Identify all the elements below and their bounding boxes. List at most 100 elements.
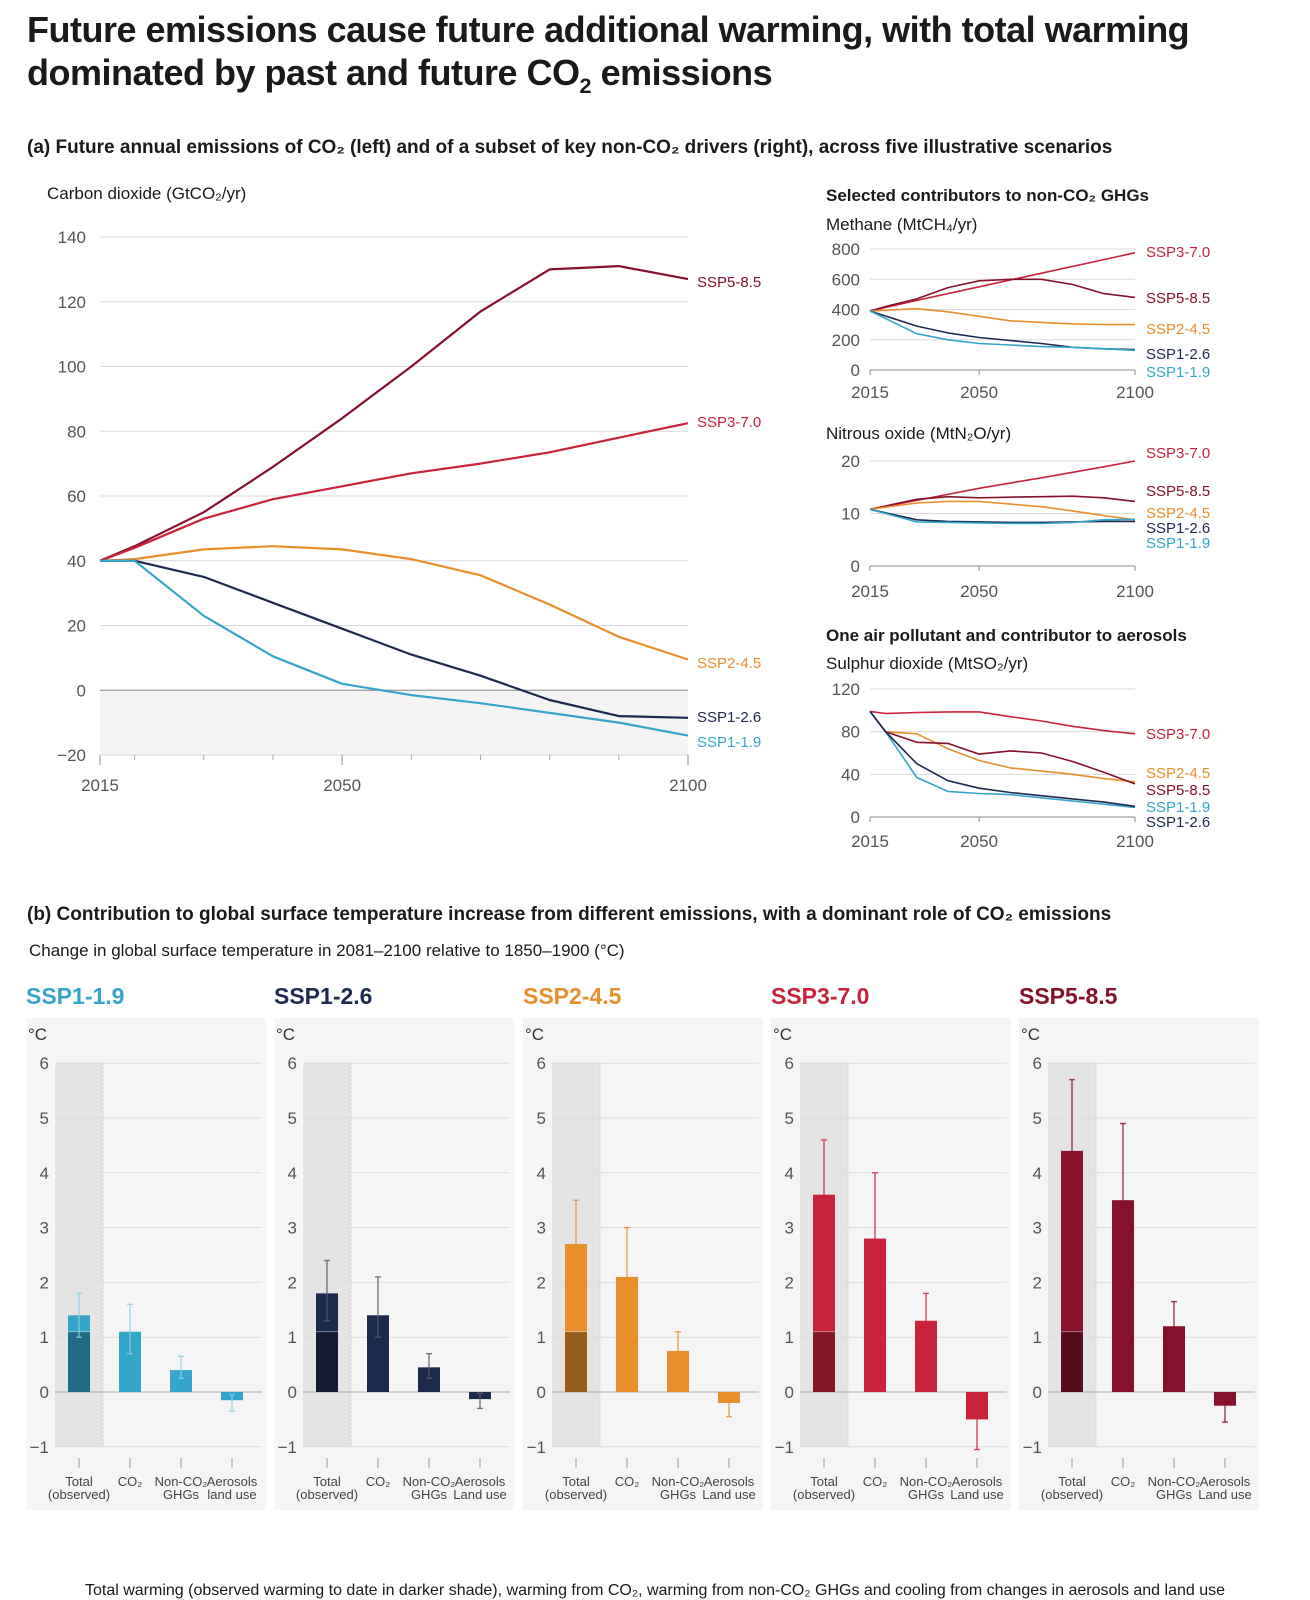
bar-co2 [119, 1331, 141, 1392]
co2-y-tick-label: 120 [58, 293, 86, 312]
unit-label: °C [276, 1025, 295, 1044]
category-label-line2: land use [207, 1487, 256, 1502]
category-label-line2: GHGs [660, 1487, 697, 1502]
n2o-label-SSP1-2.6: SSP1-2.6 [1146, 520, 1210, 537]
y-tick-label: 4 [288, 1164, 297, 1183]
methane-y-tick-label: 200 [832, 331, 860, 350]
methane-chart-group: 800 600 400 200 0 2015 2050 2100 SSP3-7.0 SSP5-8.… [832, 240, 1211, 402]
so2-line-SSP1-2.6 [869, 710, 1136, 808]
y-tick-label: 6 [40, 1054, 49, 1073]
y-tick-label: 0 [785, 1383, 794, 1402]
y-tick-label: 3 [785, 1219, 794, 1238]
bar-observed-shade [813, 1331, 835, 1392]
category-label-line2: (observed) [48, 1487, 110, 1502]
co2-y-tick-label: 20 [67, 617, 86, 636]
methane-label-SSP1-1.9: SSP1-1.9 [1146, 364, 1210, 381]
so2-line-SSP1-1.9 [869, 710, 1136, 809]
y-tick-label: 5 [785, 1109, 794, 1128]
co2-label-SSP5-8.5: SSP5-8.5 [697, 274, 761, 291]
category-label-line2: (observed) [1041, 1487, 1103, 1502]
bar-non-co2 [667, 1350, 689, 1392]
y-tick-label: −1 [527, 1438, 546, 1457]
so2-label: Sulphur dioxide (MtSO₂/yr) [826, 654, 1029, 673]
category-label-line2: (observed) [296, 1487, 358, 1502]
methane-x-tick-label: 2050 [960, 383, 998, 402]
category-label: CO₂ [118, 1474, 143, 1489]
co2-chart-group: 140 120 100 80 60 40 20 0 −20 2015 2050 2100 SSP5-8.… [57, 228, 761, 795]
y-tick-label: 2 [785, 1273, 794, 1292]
unit-label: °C [28, 1025, 47, 1044]
co2-x-tick-label: 2015 [81, 776, 119, 795]
co2-y-tick-label: 40 [67, 552, 86, 571]
panel-b-subheading: Change in global surface temperature in … [29, 941, 625, 960]
co2-y-tick-label: −20 [57, 746, 86, 765]
n2o-chart-group: 20 10 0 2015 2050 2100 SSP3-7.0 SSP5-8.5 SSP2-4.… [841, 445, 1210, 601]
category-label: Total [313, 1474, 341, 1489]
category-label-line2: Land use [702, 1487, 756, 1502]
y-tick-label: −1 [1023, 1438, 1042, 1457]
y-tick-label: 3 [288, 1219, 297, 1238]
warming-panel-SSP2-4.5: SSP2-4.5 °C 6 5 4 3 2 1 0 −1 Total(observed) CO₂ Non… [523, 983, 763, 1510]
category-label-line2: Land use [1198, 1487, 1252, 1502]
y-tick-label: 4 [537, 1164, 546, 1183]
bar-non-co2 [170, 1370, 192, 1392]
y-tick-label: 3 [40, 1219, 49, 1238]
category-label-line2: Land use [950, 1487, 1004, 1502]
category-label-line2: GHGs [908, 1487, 945, 1502]
co2-y-tick-label: 80 [67, 422, 86, 441]
co2-x-tick-label: 2100 [669, 776, 707, 795]
scenario-title-SSP1-2.6: SSP1-2.6 [274, 983, 372, 1009]
so2-y-tick-label: 0 [851, 808, 860, 827]
so2-x-tick-label: 2050 [960, 832, 998, 851]
category-label: Aerosols [207, 1474, 258, 1489]
bar-observed-shade [1061, 1331, 1083, 1392]
n2o-line-SSP3-7.0 [869, 460, 1136, 511]
co2-line-SSP1-1.9 [100, 559, 689, 737]
n2o-line-SSP1-1.9 [869, 508, 1136, 525]
so2-label-SSP2-4.5: SSP2-4.5 [1146, 765, 1210, 782]
n2o-label: Nitrous oxide (MtN₂O/yr) [826, 424, 1012, 443]
y-tick-label: 5 [288, 1109, 297, 1128]
scenario-title-SSP5-8.5: SSP5-8.5 [1019, 983, 1118, 1009]
so2-label-SSP3-7.0: SSP3-7.0 [1146, 726, 1210, 743]
panel-b-heading: (b) Contribution to global surface tempe… [27, 904, 1112, 925]
co2-label-SSP1-2.6: SSP1-2.6 [697, 709, 761, 726]
co2-line-SSP5-8.5 [99, 265, 689, 562]
methane-y-tick-label: 0 [851, 361, 860, 380]
y-tick-label: 0 [40, 1383, 49, 1402]
category-label-line2: GHGs [411, 1487, 448, 1502]
y-tick-label: 1 [288, 1328, 297, 1347]
bar-co2 [367, 1315, 389, 1392]
category-label: Non-CO₂ [403, 1474, 456, 1489]
y-tick-label: 1 [1033, 1328, 1042, 1347]
co2-x-tick-label: 2050 [323, 776, 361, 795]
co2-line-SSP2-4.5 [99, 545, 689, 661]
y-tick-label: 4 [1033, 1164, 1042, 1183]
category-label: CO₂ [1111, 1474, 1136, 1489]
y-tick-label: 6 [288, 1054, 297, 1073]
y-tick-label: 6 [785, 1054, 794, 1073]
y-tick-label: 1 [40, 1328, 49, 1347]
unit-label: °C [525, 1025, 544, 1044]
warming-panel-SSP5-8.5: SSP5-8.5 °C 6 5 4 3 2 1 0 −1 Total(observed) CO₂ Non… [1019, 983, 1259, 1510]
bar-co2 [616, 1276, 638, 1392]
bar-non-co2 [418, 1367, 440, 1392]
bar-non-co2 [1163, 1326, 1185, 1392]
n2o-x-tick-label: 2100 [1116, 582, 1154, 601]
main-title: Future emissions cause future additional… [27, 9, 1190, 99]
y-tick-label: −1 [775, 1438, 794, 1457]
so2-y-tick-label: 120 [832, 680, 860, 699]
so2-x-tick-label: 2100 [1116, 832, 1154, 851]
bar-total [68, 1315, 90, 1392]
so2-line-SSP2-4.5 [869, 710, 1136, 783]
n2o-line-SSP1-2.6 [869, 508, 1135, 524]
category-label: Aerosols [704, 1474, 755, 1489]
n2o-y-tick-label: 20 [841, 452, 860, 471]
category-label: CO₂ [366, 1474, 391, 1489]
bar-total [565, 1244, 587, 1392]
unit-label: °C [773, 1025, 792, 1044]
n2o-label-SSP3-7.0: SSP3-7.0 [1146, 445, 1210, 462]
n2o-label-SSP5-8.5: SSP5-8.5 [1146, 483, 1210, 500]
